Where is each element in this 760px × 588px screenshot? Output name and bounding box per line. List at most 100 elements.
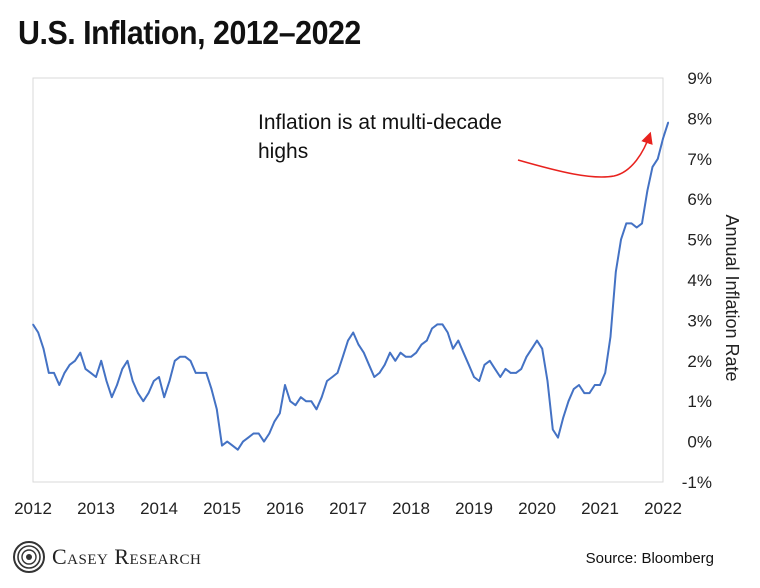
data-point: [247, 436, 250, 439]
data-point: [594, 384, 596, 386]
x-tick-label: 2018: [392, 499, 430, 518]
x-tick-label: 2020: [518, 499, 556, 518]
data-point: [431, 327, 433, 330]
y-tick-label: 0%: [687, 433, 712, 452]
data-point: [667, 121, 669, 124]
data-point: [174, 360, 176, 362]
data-point: [42, 347, 45, 350]
data-point: [620, 238, 622, 241]
data-point: [279, 412, 281, 415]
logo-text: Casey Research: [52, 544, 202, 569]
data-point: [489, 360, 491, 362]
data-point: [189, 360, 192, 362]
data-point: [446, 331, 449, 334]
data-point: [163, 396, 165, 399]
data-point: [48, 372, 50, 374]
data-point: [305, 400, 307, 403]
x-tick-label: 2022: [644, 499, 682, 518]
data-point: [137, 392, 139, 394]
x-tick-label: 2021: [581, 499, 619, 518]
data-point: [237, 448, 239, 451]
data-point: [53, 372, 55, 374]
data-point: [58, 384, 61, 386]
y-tick-label: 2%: [687, 352, 712, 371]
data-point: [420, 343, 423, 346]
data-point: [289, 400, 292, 403]
data-point: [168, 380, 171, 382]
x-tick-label: 2019: [455, 499, 493, 518]
x-tick-label: 2016: [266, 499, 304, 518]
data-point: [572, 388, 575, 390]
y-tick-label: 6%: [687, 190, 712, 209]
data-point: [415, 351, 418, 354]
data-point: [473, 376, 475, 378]
data-point: [410, 356, 412, 358]
data-point: [520, 368, 523, 370]
data-point: [426, 339, 428, 342]
data-point: [509, 372, 512, 374]
data-point: [326, 380, 328, 382]
data-point: [257, 432, 260, 435]
data-point: [478, 380, 481, 382]
y-tick-label: 5%: [687, 231, 712, 250]
data-point: [179, 356, 181, 358]
y-tick-label: 9%: [687, 69, 712, 88]
data-point: [641, 222, 643, 225]
inflation-series-line: [32, 122, 670, 451]
annotation-arrow: [517, 131, 653, 178]
data-point: [84, 368, 87, 370]
data-point: [357, 343, 360, 346]
data-point: [184, 356, 187, 358]
y-tick-label: -1%: [682, 473, 712, 492]
data-point: [210, 388, 213, 390]
logo-swirl-icon: [13, 541, 45, 573]
chart-title: U.S. Inflation, 2012–2022: [18, 14, 361, 51]
data-point: [226, 440, 228, 443]
data-point: [352, 331, 355, 334]
data-point: [90, 372, 92, 374]
data-point: [462, 351, 465, 354]
data-point: [363, 351, 365, 354]
data-point: [121, 368, 124, 370]
data-point: [95, 376, 97, 378]
data-point: [205, 372, 208, 374]
data-point: [452, 347, 454, 350]
data-point: [504, 368, 507, 370]
data-point: [221, 444, 223, 447]
data-point: [436, 323, 439, 326]
data-point: [300, 396, 302, 399]
y-tick-label: 1%: [687, 392, 712, 411]
data-point: [399, 351, 402, 354]
data-point: [604, 372, 606, 374]
data-point: [231, 444, 234, 447]
data-point: [273, 420, 276, 423]
annotation-line-1: Inflation is at multi-decade: [258, 111, 502, 134]
data-point: [578, 384, 580, 386]
data-point: [68, 364, 71, 366]
data-point: [546, 380, 549, 382]
data-point: [284, 384, 286, 386]
data-point: [536, 339, 538, 342]
data-point: [336, 372, 339, 374]
data-point: [394, 360, 397, 362]
data-point: [368, 364, 370, 366]
data-point: [216, 408, 218, 411]
x-tick-label: 2013: [77, 499, 115, 518]
plot-area: [32, 77, 664, 483]
data-point: [32, 323, 34, 326]
data-point: [378, 372, 381, 374]
data-point: [567, 400, 570, 403]
data-point: [200, 372, 202, 374]
data-point: [609, 335, 612, 338]
y-tick-label: 4%: [687, 271, 712, 290]
data-point: [111, 396, 113, 399]
data-point: [494, 368, 496, 370]
data-point: [100, 360, 102, 362]
data-point: [499, 376, 502, 378]
data-point: [468, 364, 470, 366]
data-point: [294, 404, 297, 407]
data-point: [441, 323, 444, 326]
data-point: [483, 364, 486, 366]
data-point: [646, 190, 649, 192]
